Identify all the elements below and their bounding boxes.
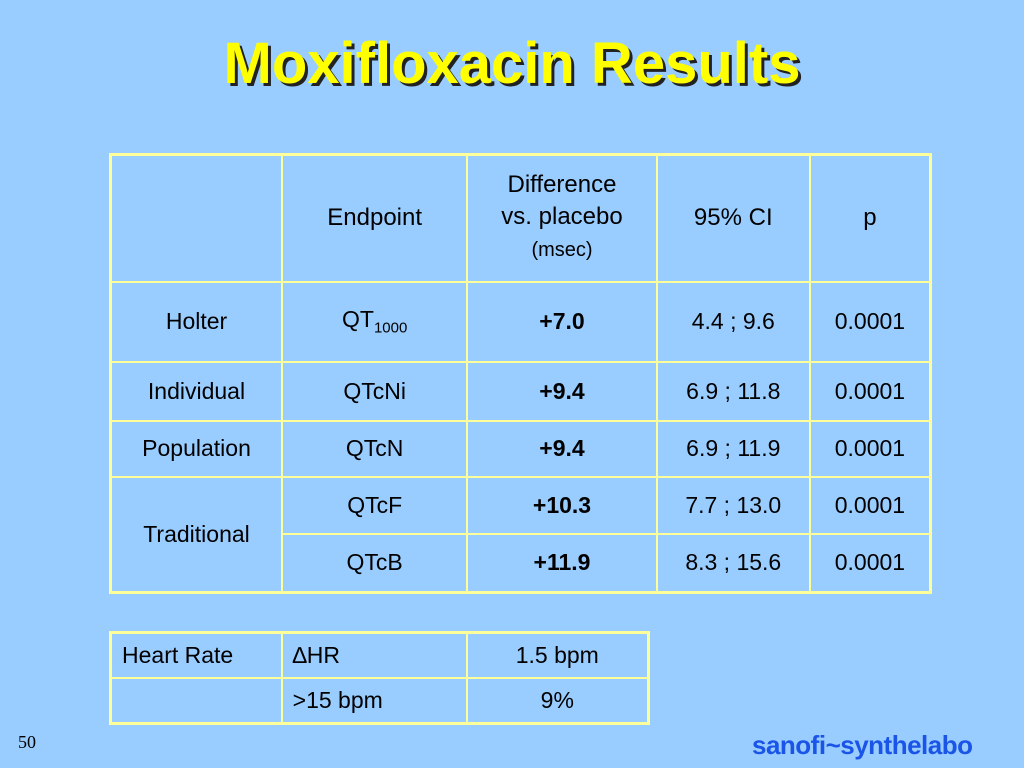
method-cell: Traditional	[109, 475, 284, 594]
table-row: Heart Rate ∆HR 1.5 bpm	[109, 631, 650, 679]
heart-rate-value: 1.5 bpm	[465, 631, 650, 679]
method-cell: Holter	[109, 280, 284, 363]
table-row: Population QTcN +9.4 6.9 ; 11.9 0.0001	[109, 419, 932, 478]
difference-cell: +7.0	[466, 280, 658, 363]
table-row: Traditional QTcF +10.3 7.7 ; 13.0 0.0001	[109, 475, 932, 594]
p-cell: 0.0001	[808, 360, 932, 422]
header-endpoint: Endpoint	[281, 153, 469, 283]
header-difference-line2: vs. placebo	[501, 203, 623, 231]
p-cell: 0.0001	[808, 419, 932, 478]
heart-rate-label	[109, 676, 283, 725]
endpoint-cell: QT1000	[281, 280, 469, 363]
heart-rate-table: Heart Rate ∆HR 1.5 bpm >15 bpm 9%	[109, 631, 650, 725]
table-row: QTcB +11.9 8.3 ; 15.6 0.0001	[111, 532, 932, 594]
header-difference-unit: (msec)	[531, 239, 593, 262]
ci-cell: 6.9 ; 11.9	[655, 419, 811, 478]
table-row: Holter QT1000 +7.0 4.4 ; 9.6 0.0001	[109, 280, 932, 363]
endpoint-cell: QTcF	[281, 475, 469, 535]
results-table: Endpoint Difference vs. placebo (msec) 9…	[109, 153, 932, 594]
header-difference: Difference vs. placebo (msec)	[466, 153, 658, 283]
heart-rate-label: Heart Rate	[109, 631, 283, 679]
ci-cell: 8.3 ; 15.6	[655, 532, 811, 594]
heart-rate-measure: >15 bpm	[280, 676, 468, 725]
endpoint-main: QT	[342, 306, 374, 333]
ci-cell: 7.7 ; 13.0	[655, 475, 811, 535]
sanofi-synthelabo-logo: sanofi~synthelabo	[752, 730, 973, 760]
heart-rate-value: 9%	[465, 676, 650, 725]
heart-rate-measure: ∆HR	[280, 631, 468, 679]
method-cell: Population	[109, 419, 284, 478]
method-cell: Individual	[109, 360, 284, 422]
results-header-row: Endpoint Difference vs. placebo (msec) 9…	[109, 153, 932, 283]
endpoint-cell: QTcNi	[281, 360, 469, 422]
difference-cell: +9.4	[466, 360, 658, 422]
page-number: 50	[18, 732, 36, 752]
table-row: >15 bpm 9%	[109, 676, 650, 725]
difference-cell: +10.3	[466, 475, 658, 535]
header-p: p	[808, 153, 932, 283]
header-blank-cell	[109, 153, 284, 283]
ci-cell: 4.4 ; 9.6	[655, 280, 811, 363]
p-cell: 0.0001	[808, 280, 932, 363]
header-difference-line1: Difference	[507, 171, 617, 199]
p-cell: 0.0001	[808, 532, 932, 594]
header-ci: 95% CI	[655, 153, 811, 283]
endpoint-subscript: 1000	[373, 319, 408, 337]
slide-title: Moxifloxacin Results	[223, 31, 801, 96]
difference-cell: +9.4	[466, 419, 658, 478]
p-cell: 0.0001	[808, 475, 932, 535]
difference-cell: +11.9	[466, 532, 658, 594]
table-row: Individual QTcNi +9.4 6.9 ; 11.8 0.0001	[109, 360, 932, 422]
endpoint-cell: QTcB	[281, 532, 469, 594]
ci-cell: 6.9 ; 11.8	[655, 360, 811, 422]
endpoint-cell: QTcN	[281, 419, 469, 478]
